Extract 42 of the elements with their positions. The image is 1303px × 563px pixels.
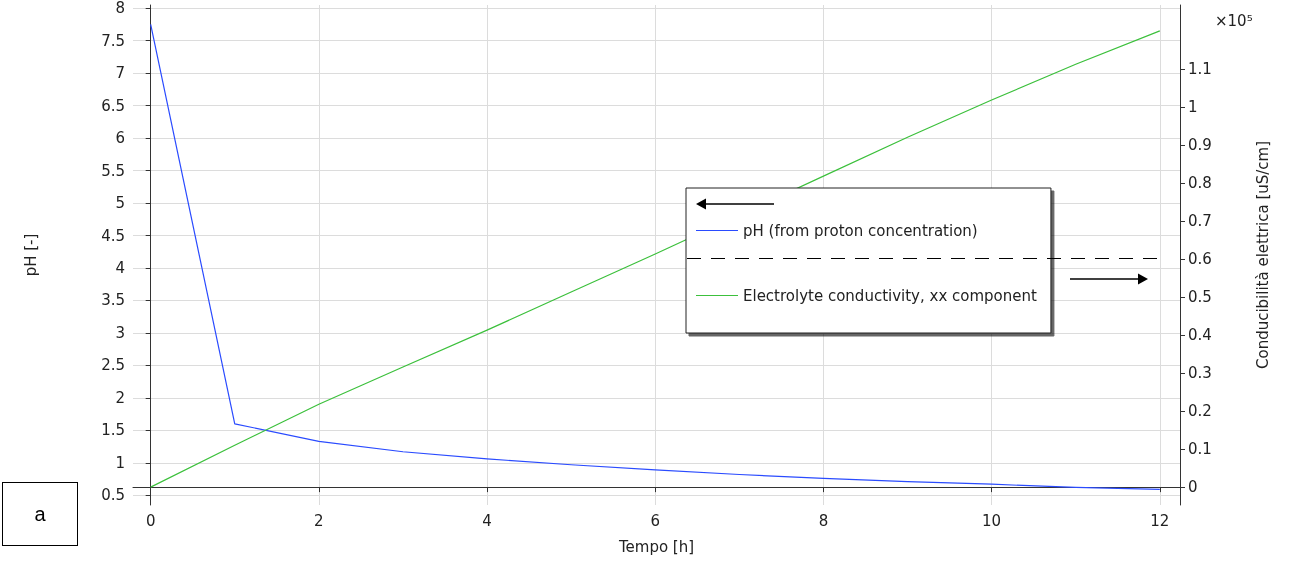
x-tick-label: 4 [482, 511, 492, 530]
y-tick-label: 8 [115, 0, 125, 18]
y-axis-title: pH [-] [21, 233, 40, 277]
x-tick-label: 8 [818, 511, 829, 530]
y-tick-label: 2 [115, 388, 125, 407]
text: ×10⁵ [1215, 12, 1253, 30]
y-tick-label: 5.5 [101, 161, 125, 180]
x-tick-label: 2 [314, 511, 324, 530]
y2-tick-label: 0.1 [1188, 440, 1212, 459]
y2-tick-label: 0.5 [1188, 288, 1212, 307]
y2-tick-label: 0.8 [1188, 173, 1212, 192]
y-tick-label: 7.5 [101, 31, 125, 50]
y2-tick-label: 1 [1188, 97, 1198, 116]
y2-tick-label: 0.7 [1188, 211, 1212, 230]
y2-axis-title: Conducibilità elettrica [uS/cm] [1253, 140, 1272, 370]
y-tick-label: 4 [115, 258, 125, 277]
x-tick-label: 0 [145, 511, 156, 530]
y-tick-label: 6 [115, 129, 125, 148]
y-tick-label: 0.5 [101, 486, 125, 505]
y-tick-label: 1 [115, 453, 125, 472]
y-tick-label: 6.5 [101, 96, 125, 115]
y-tick-label: 2.5 [101, 356, 125, 375]
x-axis-title: Tempo [h] [617, 537, 695, 556]
y-tick-label: 5 [115, 194, 125, 213]
y-tick-label: 3 [115, 323, 125, 342]
legend-label: Electrolyte conductivity, xx component [743, 286, 1038, 305]
y2-tick-label: 0.3 [1188, 364, 1212, 383]
y2-tick-label: 1.1 [1188, 59, 1212, 78]
y2-tick-label: 0.4 [1188, 326, 1212, 345]
y-tick-label: 1.5 [101, 421, 125, 440]
y2-tick-label: 0.2 [1188, 402, 1212, 421]
y-tick-label: 7 [115, 64, 125, 83]
y-tick-label: 3.5 [101, 291, 125, 310]
y2-tick-label: 0.9 [1188, 135, 1212, 154]
x-tick-label: 10 [982, 511, 1002, 530]
y2-tick-label: 0 [1188, 478, 1198, 497]
x-tick-label: 12 [1150, 511, 1170, 530]
y-tick-label: 4.5 [101, 226, 125, 245]
legend-label: pH (from proton concentration) [743, 221, 978, 240]
text: a [2, 482, 78, 546]
y2-tick-label: 0.6 [1188, 249, 1212, 268]
x-tick-label: 6 [650, 511, 661, 530]
